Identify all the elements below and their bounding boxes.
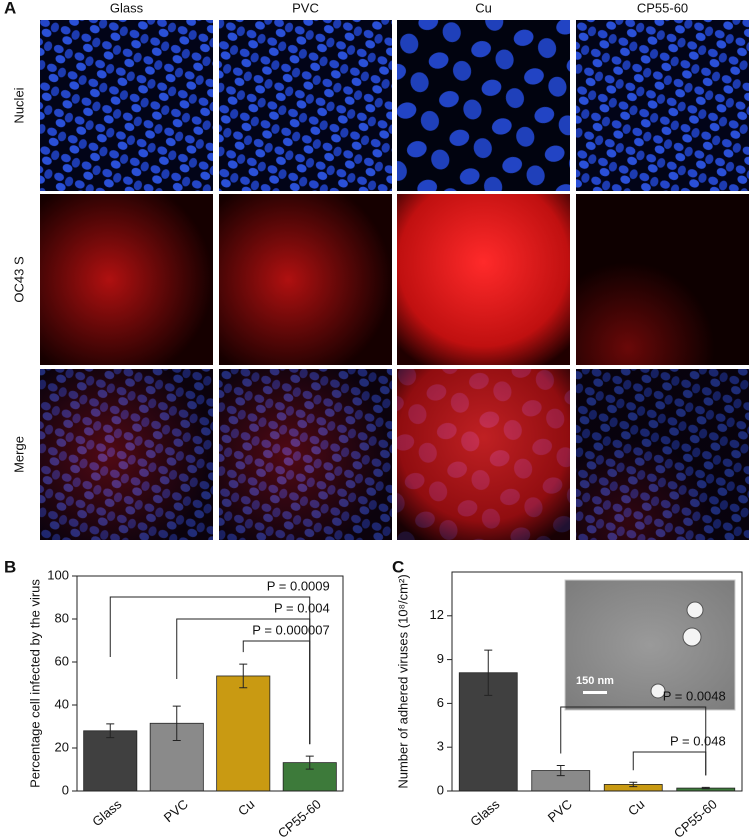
x-tick-label: PVC	[545, 796, 575, 825]
error-bar	[106, 723, 115, 739]
sem-inset	[564, 579, 736, 711]
significance-bracket	[242, 640, 311, 745]
column-label: PVC	[292, 0, 319, 15]
x-tick-label: Cu	[235, 796, 257, 818]
plot-frame	[76, 575, 344, 792]
p-value: P = 0.000007	[252, 622, 329, 637]
column-label: Glass	[110, 0, 144, 15]
nuclei-image	[576, 20, 749, 191]
merge-overlay	[576, 369, 749, 540]
oc43-image	[397, 194, 570, 365]
significance-bracket	[632, 751, 707, 776]
merge-overlay	[219, 369, 392, 540]
row-label: Merge	[11, 436, 26, 473]
virus-particle	[686, 601, 704, 619]
x-tick-label: CP55-60	[671, 796, 720, 839]
x-tick-label: Glass	[467, 796, 502, 829]
p-value: P = 0.0048	[663, 688, 726, 703]
oc43-image	[40, 194, 213, 365]
y-tick-label: 0	[62, 782, 69, 797]
nuclei-image	[397, 20, 570, 191]
oc43-image	[219, 194, 392, 365]
y-tick-label: 40	[55, 696, 69, 711]
y-tick-label: 20	[55, 739, 69, 754]
nuclei-image	[219, 20, 392, 191]
y-tick-label: 60	[55, 653, 69, 668]
bar	[149, 722, 204, 792]
oc43-image	[576, 194, 749, 365]
y-tick-label: 100	[47, 567, 69, 582]
x-tick-label: PVC	[161, 796, 191, 825]
x-tick-label: Cu	[625, 796, 647, 818]
column-label: Cu	[475, 0, 492, 15]
y-tick-label: 80	[55, 610, 69, 625]
x-tick-label: CP55-60	[275, 796, 324, 839]
y-axis-label: Number of adhered viruses (10⁸/cm²)	[395, 574, 410, 788]
scale-label: 150 nm	[576, 675, 614, 687]
virus-particle	[650, 683, 666, 699]
nuclei-image	[40, 20, 213, 191]
charts: B Percentage cell infected by the virus 0 2…	[4, 557, 743, 839]
virus-particle	[682, 627, 702, 647]
micrograph-grid: Glass PVC Cu CP55-60 Nuclei OC43 S Merge	[11, 0, 749, 540]
x-tick-label: Glass	[89, 796, 124, 829]
p-value: P = 0.048	[670, 733, 726, 748]
error-bar	[172, 705, 181, 741]
row-label: OC43 S	[11, 256, 26, 303]
scale-bar	[583, 691, 607, 694]
panel-label: C	[392, 557, 404, 576]
significance-bracket	[560, 706, 707, 776]
error-bar	[556, 764, 565, 777]
p-value: P = 0.0009	[267, 578, 330, 593]
y-tick-label: 12	[430, 607, 444, 622]
error-bar	[701, 786, 710, 790]
y-axis-label: Percentage cell infected by the virus	[27, 579, 42, 788]
panel-label: A	[4, 0, 16, 17]
row-label: Nuclei	[11, 87, 26, 123]
error-bar	[305, 755, 314, 770]
y-tick-label: 3	[437, 739, 444, 754]
error-bar	[239, 663, 248, 689]
error-bar	[484, 649, 493, 696]
merge-overlay	[397, 369, 570, 540]
panel-label: B	[4, 557, 16, 576]
merge-overlay	[40, 369, 213, 540]
bar	[83, 730, 138, 792]
y-tick-label: 6	[437, 695, 444, 710]
y-tick-label: 0	[437, 782, 444, 797]
p-value: P = 0.004	[274, 600, 330, 615]
y-tick-label: 9	[437, 651, 444, 666]
bar	[216, 675, 271, 792]
error-bar	[629, 781, 638, 788]
column-label: CP55-60	[637, 0, 688, 15]
plot-frame	[451, 571, 743, 792]
